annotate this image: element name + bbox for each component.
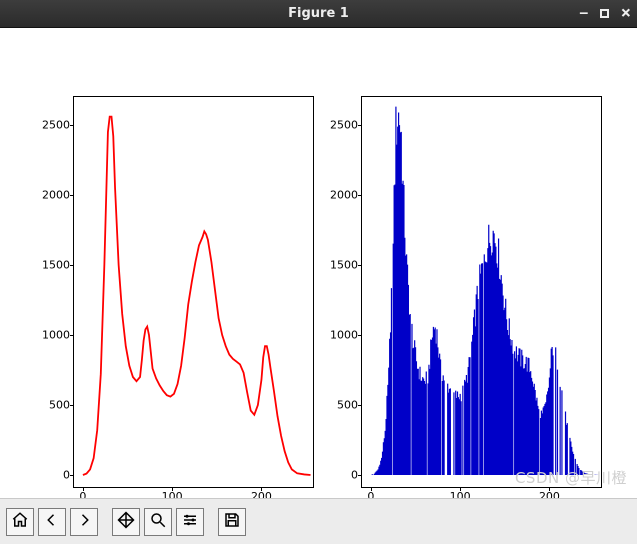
window-minimize-button[interactable]: —	[580, 7, 588, 20]
home-button[interactable]	[6, 508, 34, 536]
pan-button[interactable]	[112, 508, 140, 536]
ytick-label: 1500	[42, 259, 70, 272]
nav-toolbar	[0, 498, 637, 544]
ytick-label: 500	[337, 399, 358, 412]
zoom-icon	[149, 511, 167, 533]
ytick-label: 1500	[330, 259, 358, 272]
ytick-label: 2500	[330, 119, 358, 132]
forward-button[interactable]	[70, 508, 98, 536]
pan-icon	[117, 511, 135, 533]
home-icon	[11, 511, 29, 533]
ytick-label: 0	[63, 469, 70, 482]
vlines-series	[371, 107, 599, 475]
ytick-label: 0	[351, 469, 358, 482]
ytick-label: 1000	[42, 329, 70, 342]
ytick-label: 2000	[42, 189, 70, 202]
ytick-label: 2500	[42, 119, 70, 132]
subplots-button[interactable]	[176, 508, 204, 536]
window-titlebar: Figure 1 — ×	[0, 0, 637, 28]
fwd-icon	[75, 511, 93, 533]
back-button[interactable]	[38, 508, 66, 536]
window-maximize-button[interactable]	[600, 9, 609, 18]
ytick-label: 2000	[330, 189, 358, 202]
ytick-label: 1000	[330, 329, 358, 342]
back-icon	[43, 511, 61, 533]
window-title: Figure 1	[288, 6, 349, 21]
figure-canvas: 010020005001000150020002500 010020005001…	[0, 28, 637, 498]
line-series	[83, 117, 311, 475]
save-button[interactable]	[218, 508, 246, 536]
axes-right: 010020005001000150020002500	[361, 96, 602, 488]
axes-left: 010020005001000150020002500	[73, 96, 314, 488]
conf-icon	[181, 511, 199, 533]
save-icon	[223, 511, 241, 533]
zoom-button[interactable]	[144, 508, 172, 536]
window-close-button[interactable]: ×	[621, 5, 631, 22]
ytick-label: 500	[49, 399, 70, 412]
